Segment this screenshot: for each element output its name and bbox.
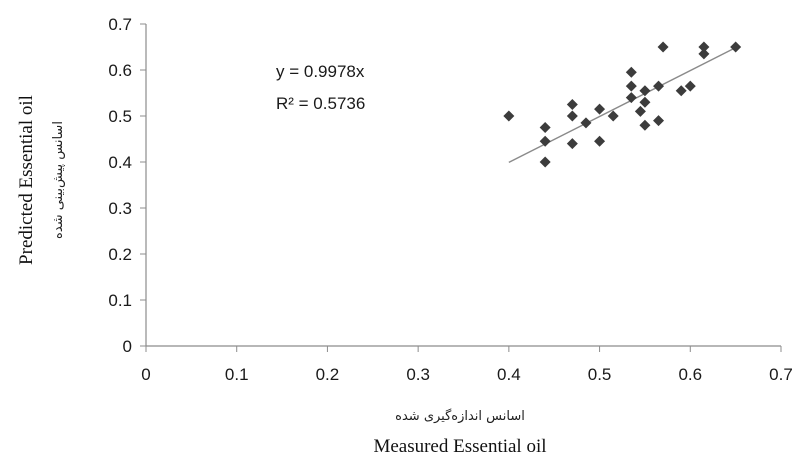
data-point (625, 66, 637, 78)
data-point (639, 96, 651, 108)
data-point (607, 110, 619, 122)
data-point (639, 85, 651, 97)
data-point (653, 80, 665, 92)
data-point (657, 41, 669, 53)
data-point (684, 80, 696, 92)
x-tick-labels: 0 0.1 0.2 0.3 0.4 0.5 0.6 0.7 (141, 346, 793, 384)
trendline-line (508, 47, 736, 164)
data-point (539, 156, 551, 168)
data-point (639, 119, 651, 131)
data-point (539, 122, 551, 133)
x-tick-label: 0 (141, 365, 150, 384)
data-point (625, 80, 637, 92)
y-tick-label: 0.3 (108, 199, 132, 218)
y-tick-label: 0.5 (108, 107, 132, 126)
x-tick-label: 0.4 (497, 365, 521, 384)
data-points (503, 41, 742, 168)
data-point (698, 48, 710, 60)
x-tick-label: 0.1 (225, 365, 249, 384)
x-tick-label: 0.3 (406, 365, 430, 384)
data-point (566, 99, 578, 110)
data-point (539, 135, 551, 147)
data-point (675, 85, 687, 97)
x-axis-label: Measured Essential oil (373, 436, 546, 457)
trendline-equation: y = 0.9978x (276, 62, 365, 81)
x-tick-label: 0.6 (678, 365, 702, 384)
x-tick-label: 0.2 (316, 365, 340, 384)
chart-axes (145, 24, 781, 347)
y-tick-label: 0.2 (108, 245, 132, 264)
y-axis-label: Predicted Essential oil (16, 95, 37, 265)
data-point (580, 117, 592, 129)
y-tick-label: 0.1 (108, 291, 132, 310)
x-tick-label: 0.5 (588, 365, 612, 384)
data-point (625, 92, 637, 104)
y-tick-labels: 0 0.1 0.2 0.3 0.4 0.5 0.6 0.7 (108, 15, 146, 356)
data-point (634, 105, 646, 117)
x-tick-label: 0.7 (769, 365, 793, 384)
y-tick-label: 0.7 (108, 15, 132, 34)
x-axis-label-persian: اسانس اندازه‌گیری شده (395, 408, 525, 424)
y-tick-label: 0 (123, 337, 132, 356)
data-point (594, 103, 606, 115)
trendline (508, 47, 736, 164)
data-point (653, 115, 665, 127)
data-point (503, 110, 515, 122)
data-point (730, 41, 742, 53)
data-point (566, 110, 578, 122)
y-axis-label-persian: اسانس پیش‌بینی شده (51, 121, 66, 239)
data-point (698, 41, 710, 53)
r-squared-label: R² = 0.5736 (276, 94, 365, 113)
data-point (594, 135, 606, 147)
y-tick-label: 0.4 (108, 153, 132, 172)
y-tick-label: 0.6 (108, 61, 132, 80)
data-point (566, 138, 578, 150)
